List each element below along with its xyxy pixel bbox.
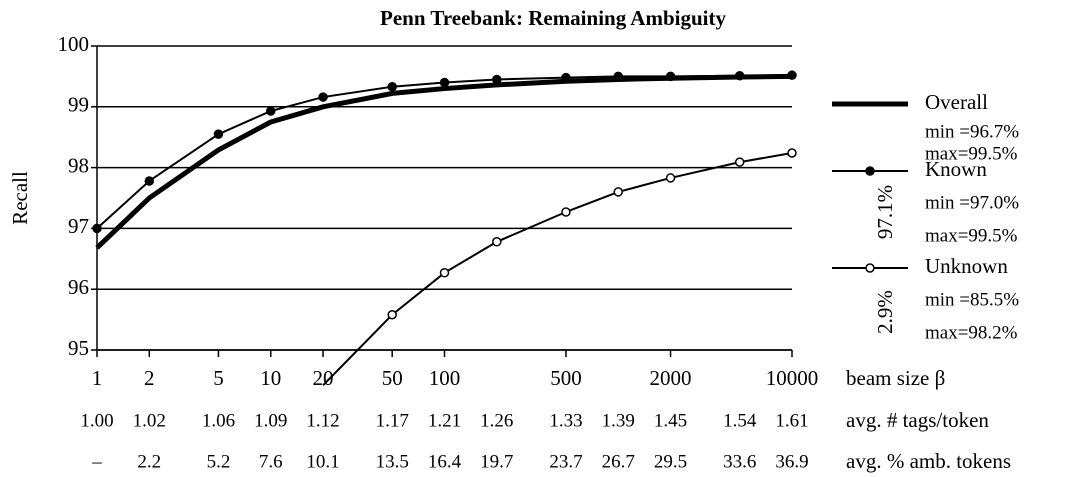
legend-label: Overall <box>925 90 988 114</box>
marker <box>439 268 450 278</box>
marker <box>787 70 797 80</box>
marker <box>613 71 623 82</box>
row-value: – <box>91 451 102 472</box>
x-tick-label: 10 <box>260 366 281 390</box>
marker <box>561 72 571 83</box>
y-tick-label: 96 <box>68 275 89 299</box>
x-tick-label: 100 <box>429 366 461 390</box>
row-value: 1.39 <box>602 410 635 431</box>
row-value: 10.1 <box>306 451 339 472</box>
legend-note: min =97.0% <box>925 192 1019 213</box>
x-tick-label: 10000 <box>766 366 819 390</box>
row-value: 7.6 <box>259 451 283 472</box>
x-axis-label: beam size β <box>846 366 945 390</box>
row-value: 1.21 <box>428 410 461 431</box>
marker <box>734 157 745 167</box>
y-tick-label: 100 <box>58 32 90 56</box>
row-value: 1.17 <box>376 410 409 431</box>
marker <box>439 77 450 88</box>
legend-note: min =96.7% <box>925 121 1019 142</box>
row-value: 33.6 <box>723 451 756 472</box>
x-tick-label: 1 <box>92 366 103 390</box>
row-value: 36.9 <box>775 451 808 472</box>
row-value: 19.7 <box>480 451 513 472</box>
x-tick-label: 5 <box>213 366 224 390</box>
row-label: avg. # tags/token <box>846 408 989 432</box>
legend-note: max=98.2% <box>925 322 1018 343</box>
annotation: 97.1% <box>873 185 897 239</box>
marker <box>561 207 571 217</box>
marker <box>318 92 328 102</box>
row-value: 1.06 <box>202 410 235 431</box>
marker <box>92 223 102 234</box>
row-value: 16.4 <box>428 451 462 472</box>
marker <box>387 81 397 92</box>
marker <box>865 263 875 273</box>
series-line <box>96 74 793 230</box>
marker <box>787 148 797 158</box>
row-value: 1.00 <box>80 410 113 431</box>
marker <box>613 187 623 197</box>
row-value: 26.7 <box>602 451 635 472</box>
row-value: 1.02 <box>133 410 166 431</box>
x-tick-label: 2 <box>144 366 155 390</box>
marker <box>865 166 875 176</box>
row-value: 29.5 <box>654 451 687 472</box>
row-value: 13.5 <box>376 451 409 472</box>
row-value: 1.45 <box>654 410 687 431</box>
row-value: 1.12 <box>306 410 339 431</box>
row-value: 1.33 <box>549 410 582 431</box>
y-tick-label: 95 <box>68 336 89 360</box>
annotation: 2.9% <box>873 290 897 334</box>
y-tick-label: 98 <box>68 153 89 177</box>
marker <box>492 74 502 85</box>
legend-label: Unknown <box>925 254 1008 278</box>
y-tick-label: 97 <box>68 214 89 238</box>
row-value: 5.2 <box>207 451 231 472</box>
marker <box>387 309 397 320</box>
legend-note: max=99.5% <box>925 225 1018 246</box>
marker <box>665 173 676 183</box>
row-value: 23.7 <box>549 451 582 472</box>
row-value: 1.61 <box>775 410 808 431</box>
row-value: 2.2 <box>137 451 161 472</box>
y-tick-label: 99 <box>68 93 89 117</box>
x-tick-label: 50 <box>382 366 403 390</box>
marker <box>266 106 276 116</box>
row-value: 1.54 <box>723 410 757 431</box>
x-tick-label: 20 <box>313 366 334 390</box>
row-value: 1.26 <box>480 410 513 431</box>
row-label: avg. % amb. tokens <box>846 449 1011 473</box>
marker <box>144 176 155 186</box>
legend-note: max=99.5% <box>925 143 1018 164</box>
y-axis-label: Recall <box>8 171 32 225</box>
marker <box>213 129 224 139</box>
chart-title: Penn Treebank: Remaining Ambiguity <box>380 6 726 30</box>
x-tick-label: 500 <box>550 366 582 390</box>
marker <box>492 237 502 247</box>
series-line <box>95 73 793 250</box>
row-value: 1.09 <box>254 410 287 431</box>
legend-note: min =85.5% <box>925 289 1019 310</box>
marker <box>734 71 745 81</box>
x-tick-label: 2000 <box>650 366 692 390</box>
marker <box>665 71 676 82</box>
legend-label: Known <box>925 157 987 181</box>
